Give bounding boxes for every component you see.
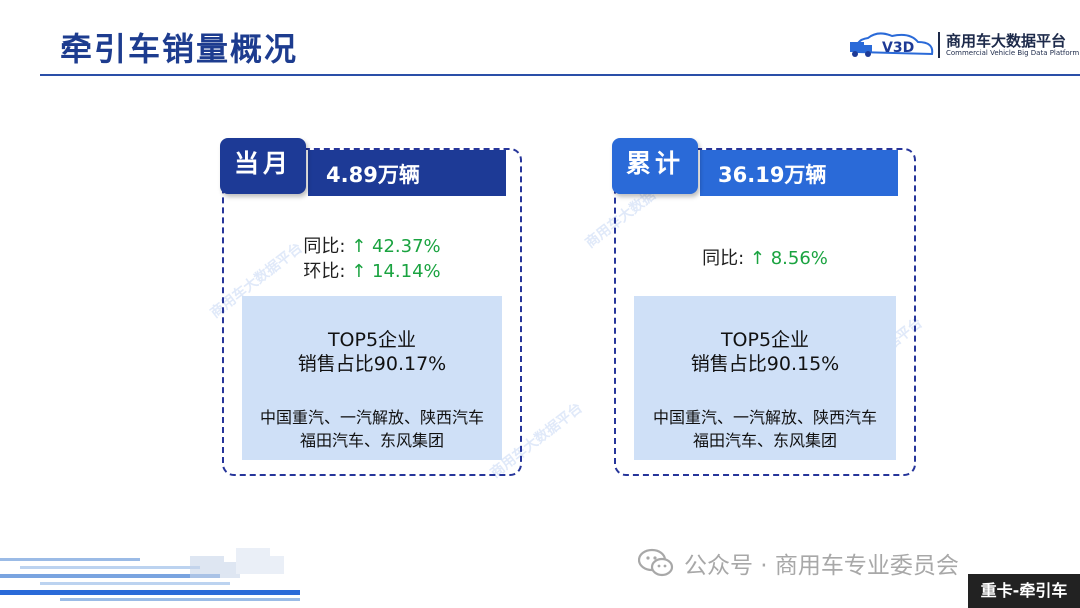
logo-text: V3D	[882, 40, 914, 56]
cumulative-top5-share: 销售占比90.15%	[690, 353, 840, 375]
monthly-yoy-label: 同比:	[303, 236, 346, 257]
monthly-top5-list: 中国重汽、一汽解放、陕西汽车 福田汽车、东风集团	[242, 406, 502, 452]
monthly-yoy-value: ↑ 42.37%	[351, 236, 441, 257]
brand-name: 商用车大数据平台	[946, 32, 1067, 50]
wechat-account: 公众号 · 商用车专业委员会	[638, 546, 959, 580]
monthly-top5-title: TOP5企业	[327, 329, 417, 351]
monthly-top5-line1: 中国重汽、一汽解放、陕西汽车	[259, 408, 484, 427]
monthly-mom-label: 环比:	[303, 261, 346, 282]
cumulative-yoy: 同比: ↑ 8.56%	[616, 246, 914, 271]
cumulative-tag: 累计	[612, 138, 699, 194]
monthly-top5-line2: 福田汽车、东风集团	[299, 431, 444, 450]
cumulative-top5-line1: 中国重汽、一汽解放、陕西汽车	[652, 408, 877, 427]
monthly-stats: 同比: ↑ 42.37% 环比: ↑ 14.14%	[224, 234, 520, 284]
wechat-icon	[638, 548, 674, 577]
monthly-top5-heading: TOP5企业 销售占比90.17%	[242, 328, 502, 376]
footer-speed-stripes	[0, 548, 300, 601]
monthly-tag: 当月	[220, 138, 307, 194]
brand-logo: V3D 商用车大数据平台 Commercial Vehicle Big Data…	[848, 28, 1079, 62]
cumulative-yoy-value: ↑ 8.56%	[749, 248, 828, 269]
monthly-value: 4.89万辆	[308, 150, 506, 196]
logo-divider	[938, 32, 940, 58]
cumulative-sales-card: 36.19万辆 累计 同比: ↑ 8.56% TOP5企业 销售占比90.15%…	[612, 138, 916, 476]
monthly-mom: 环比: ↑ 14.14%	[224, 259, 520, 284]
monthly-sales-card: 4.89万辆 当月 同比: ↑ 42.37% 环比: ↑ 14.14% TOP5…	[220, 138, 522, 476]
page-title: 牵引车销量概况	[60, 30, 299, 68]
cumulative-top5-line2: 福田汽车、东风集团	[692, 431, 837, 450]
monthly-top5-panel: TOP5企业 销售占比90.17% 中国重汽、一汽解放、陕西汽车 福田汽车、东风…	[242, 296, 502, 460]
truck-logo-icon: V3D	[850, 32, 934, 57]
cumulative-value: 36.19万辆	[700, 150, 898, 196]
cumulative-top5-list: 中国重汽、一汽解放、陕西汽车 福田汽车、东风集团	[634, 406, 896, 452]
cumulative-top5-title: TOP5企业	[720, 329, 810, 351]
monthly-mom-value: ↑ 14.14%	[351, 261, 441, 282]
brand-subtitle: Commercial Vehicle Big Data Platform	[946, 49, 1080, 57]
wechat-account-name: 公众号 · 商用车专业委员会	[684, 553, 959, 579]
cumulative-top5-heading: TOP5企业 销售占比90.15%	[634, 328, 896, 376]
cumulative-top5-panel: TOP5企业 销售占比90.15% 中国重汽、一汽解放、陕西汽车 福田汽车、东风…	[634, 296, 896, 460]
category-tag: 重卡-牵引车	[968, 574, 1080, 608]
monthly-top5-share: 销售占比90.17%	[297, 353, 447, 375]
monthly-yoy: 同比: ↑ 42.37%	[224, 234, 520, 259]
truck-silhouette-icon	[190, 548, 284, 578]
cumulative-stats: 同比: ↑ 8.56%	[616, 246, 914, 271]
cumulative-yoy-label: 同比:	[702, 248, 745, 269]
header-divider	[40, 74, 1080, 76]
